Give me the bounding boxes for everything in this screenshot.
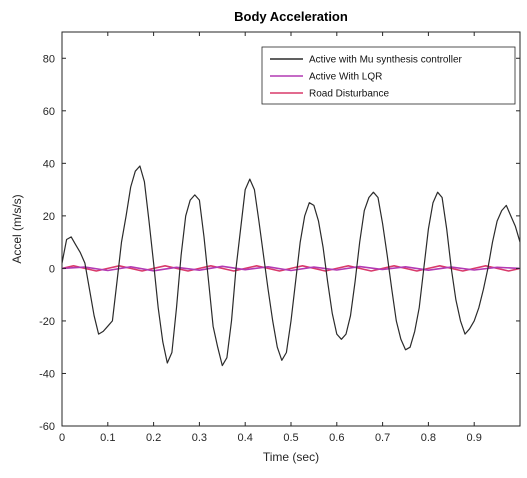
x-tick-label: 0.4 [238,432,253,444]
x-tick-label: 0.8 [421,432,436,444]
x-axis-label: Time (sec) [263,450,319,464]
legend-label: Active With LQR [309,72,382,83]
y-tick-label: -20 [39,316,55,328]
x-tick-label: 0.6 [329,432,344,444]
x-tick-label: 0.9 [467,432,482,444]
legend: Active with Mu synthesis controller Activ… [262,47,515,104]
x-tick-label: 0.2 [146,432,161,444]
y-tick-label: -40 [39,368,55,380]
y-tick-label: 60 [43,106,55,118]
x-tick-label: 0.3 [192,432,207,444]
x-tick-label: 0.7 [375,432,390,444]
y-tick-label: 20 [43,211,55,223]
y-tick-label: 40 [43,158,55,170]
x-tick-label: 0 [59,432,65,444]
y-axis-label: Accel (m/s/s) [10,194,24,263]
y-tick-label: 80 [43,53,55,65]
legend-label: Road Disturbance [309,89,389,100]
legend-label: Active with Mu synthesis controller [309,55,463,66]
x-tick-label: 0.1 [100,432,115,444]
y-tick-label: 0 [49,263,55,275]
chart-title: Body Acceleration [234,9,348,24]
y-tick-label: -60 [39,421,55,433]
x-tick-label: 0.5 [283,432,298,444]
